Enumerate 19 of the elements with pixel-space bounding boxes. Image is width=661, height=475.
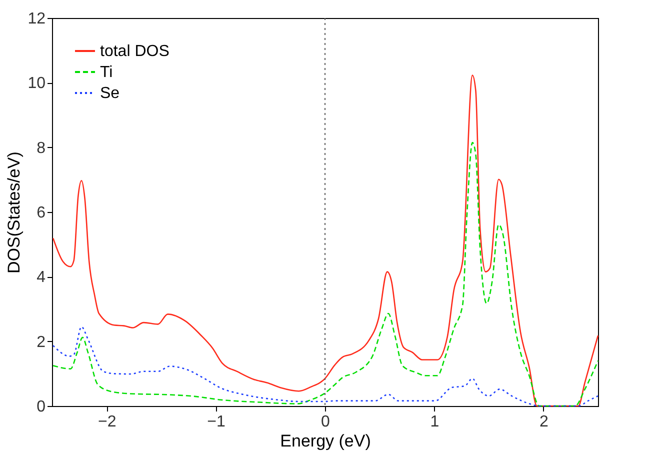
x-axis-title: Energy (eV): [280, 432, 371, 450]
y-axis-title: DOS(States/eV): [4, 152, 24, 274]
y-tick-label: 8: [36, 140, 46, 157]
x-tick-label: −1: [207, 414, 226, 430]
y-tick-label: 10: [28, 75, 46, 92]
y-tick-label: 4: [36, 269, 46, 286]
y-tick-label: 0: [36, 398, 46, 416]
x-tick-label: 2: [539, 414, 548, 430]
legend-label: total DOS: [100, 43, 170, 60]
line-series: [52, 326, 599, 407]
x-tick-label: 0: [321, 414, 330, 430]
y-tick-label: 6: [36, 204, 46, 222]
y-tick-label: 2: [36, 334, 46, 351]
line-series: [52, 142, 599, 407]
legend-label: Se: [100, 85, 120, 102]
x-tick-label: 1: [430, 414, 440, 430]
y-tick-label: 12: [28, 10, 46, 28]
x-tick-label: −2: [98, 414, 116, 430]
legend-label: Ti: [100, 64, 113, 81]
